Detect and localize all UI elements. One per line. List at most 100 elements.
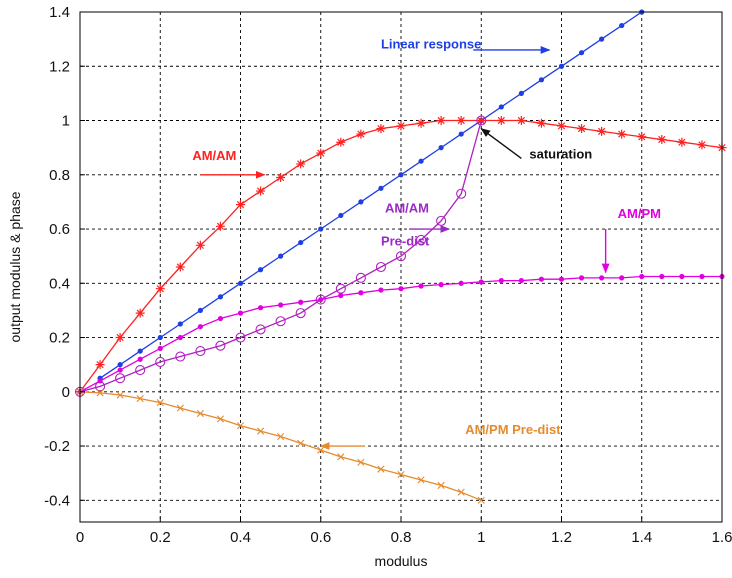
point-am-pm xyxy=(398,286,404,292)
point-linear-response xyxy=(378,185,384,191)
point-am-pm xyxy=(578,275,585,281)
point-linear-response xyxy=(458,131,464,137)
point-am-pm xyxy=(298,299,304,305)
point-am-pm-pre-dist xyxy=(96,389,104,397)
point-linear-response xyxy=(358,199,364,205)
y-tick-label: 1 xyxy=(62,113,70,130)
point-am-am xyxy=(577,124,587,134)
annotation-pre-dist: Pre-dist xyxy=(381,233,430,248)
point-am-pm xyxy=(438,282,444,288)
point-am-am xyxy=(316,148,326,158)
annotation-arrow-saturation xyxy=(480,128,522,160)
point-am-pm xyxy=(498,277,504,284)
point-am-pm-pre-dist xyxy=(236,422,245,430)
point-am-am-pre-dist xyxy=(255,324,266,335)
point-am-pm-pre-dist xyxy=(377,465,385,473)
point-am-am-pre-dist xyxy=(155,356,166,367)
y-tick-label: -0.2 xyxy=(44,438,70,455)
point-am-am xyxy=(657,135,667,144)
point-am-am-pre-dist xyxy=(175,351,186,362)
point-linear-response xyxy=(538,77,545,83)
point-am-am xyxy=(557,121,566,131)
grid xyxy=(80,12,722,522)
point-am-pm-pre-dist xyxy=(477,496,485,504)
point-am-pm xyxy=(177,334,183,341)
point-linear-response xyxy=(197,307,203,314)
x-tick-label: 1 xyxy=(477,529,485,546)
point-am-pm-pre-dist xyxy=(397,470,405,479)
point-am-am xyxy=(396,121,406,131)
point-am-am xyxy=(597,126,607,136)
y-tick-label: 0.4 xyxy=(49,275,70,292)
point-linear-response xyxy=(558,63,565,69)
point-am-pm xyxy=(217,315,224,322)
point-am-pm xyxy=(358,290,364,296)
x-tick-label: 0.6 xyxy=(310,529,331,546)
x-tick-label: 1.6 xyxy=(712,529,732,546)
point-linear-response xyxy=(117,362,123,368)
point-am-am-pre-dist xyxy=(395,251,407,262)
point-am-am xyxy=(336,137,346,147)
point-am-pm xyxy=(378,287,384,293)
point-am-am xyxy=(135,308,145,318)
point-am-pm-pre-dist xyxy=(457,488,465,496)
point-am-am-pre-dist xyxy=(135,365,146,376)
point-am-am xyxy=(637,132,647,142)
point-linear-response xyxy=(217,294,224,300)
point-am-pm xyxy=(659,273,665,280)
point-am-am xyxy=(697,140,707,150)
point-am-am-pre-dist xyxy=(335,283,346,294)
point-am-pm-pre-dist xyxy=(156,399,164,407)
x-tick-label: 0 xyxy=(76,529,84,546)
point-am-am xyxy=(296,159,306,169)
annotation-am-am: AM/AM xyxy=(385,201,429,216)
point-am-am xyxy=(376,124,386,134)
y-tick-label: -0.4 xyxy=(44,492,70,509)
point-am-pm xyxy=(318,296,324,303)
y-tick-label: 1.4 xyxy=(49,4,70,21)
point-am-pm xyxy=(157,345,163,351)
point-linear-response xyxy=(599,36,605,42)
point-linear-response xyxy=(418,158,424,164)
point-am-am xyxy=(175,262,185,272)
point-linear-response xyxy=(257,267,264,273)
point-am-pm xyxy=(679,273,685,280)
point-am-pm-pre-dist xyxy=(277,432,285,441)
point-am-pm xyxy=(418,283,424,289)
point-am-am xyxy=(276,172,286,182)
point-am-pm-pre-dist xyxy=(357,458,365,466)
point-am-pm-pre-dist xyxy=(136,394,144,403)
point-am-am xyxy=(677,137,687,147)
x-axis-label: modulus xyxy=(375,553,428,569)
point-am-pm-pre-dist xyxy=(337,453,345,461)
point-am-am xyxy=(155,284,165,294)
point-am-pm xyxy=(117,367,123,373)
point-am-pm xyxy=(518,277,524,284)
point-am-am xyxy=(456,116,466,126)
point-am-pm-pre-dist xyxy=(116,391,124,399)
point-am-am xyxy=(115,333,125,343)
point-am-am xyxy=(617,129,627,139)
annotation-am-am: AM/AM xyxy=(192,148,236,163)
point-linear-response xyxy=(398,172,404,178)
point-am-am xyxy=(356,129,366,139)
point-linear-response xyxy=(498,104,504,110)
point-linear-response xyxy=(157,334,163,341)
point-am-am-pre-dist xyxy=(375,261,386,273)
marker-layer xyxy=(74,9,727,504)
point-am-pm xyxy=(257,305,264,311)
point-linear-response xyxy=(518,90,524,96)
x-tick-label: 0.8 xyxy=(391,529,412,546)
point-linear-response xyxy=(137,348,143,354)
point-am-am xyxy=(496,116,506,126)
series-line-am-am-pre-dist xyxy=(79,120,482,393)
point-am-pm xyxy=(599,275,605,281)
point-am-am xyxy=(236,200,245,210)
y-axis-label: output modulus & phase xyxy=(7,191,23,342)
annotation-linear-response: Linear response xyxy=(381,37,481,52)
point-am-pm-pre-dist xyxy=(256,427,265,435)
point-am-pm xyxy=(558,276,565,282)
point-am-am-pre-dist xyxy=(195,346,206,357)
point-linear-response xyxy=(237,280,244,286)
x-tick-label: 0.2 xyxy=(150,529,171,546)
